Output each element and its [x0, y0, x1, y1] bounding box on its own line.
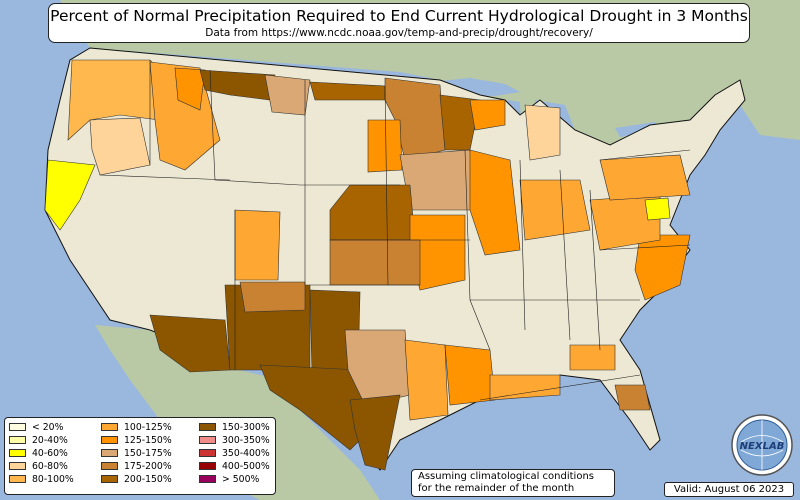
legend-item: 150-300% [199, 421, 270, 433]
region-east-texas [404, 339, 449, 421]
region-florida-north [614, 384, 651, 411]
region-oklahoma-north [329, 239, 421, 286]
map-subtitle: Data from https://www.ncdc.noaa.gov/temp… [205, 27, 593, 39]
legend-item: 40-60% [9, 447, 74, 459]
legend-swatch [9, 423, 26, 431]
legend-column-2: 100-125% 125-150% 150-175% 175-200% 200-… [101, 421, 172, 486]
legend-label: 80-100% [32, 473, 74, 485]
region-carolinas [634, 234, 691, 301]
legend-swatch [199, 475, 216, 483]
legend-swatch [101, 475, 118, 483]
legend-item: 400-500% [199, 460, 270, 472]
region-louisiana [444, 344, 496, 406]
legend-item: > 500% [199, 473, 270, 485]
legend-label: < 20% [32, 421, 64, 433]
region-pennsylvania [599, 154, 691, 201]
title-box: Percent of Normal Precipitation Required… [48, 3, 750, 43]
legend-swatch [9, 436, 26, 444]
region-california-coast [44, 159, 96, 231]
legend-item: 300-350% [199, 434, 270, 446]
region-illinois [469, 149, 521, 256]
legend-label: 150-300% [222, 421, 270, 433]
note-line-2: for the remainder of the month [418, 483, 575, 494]
legend-column-1: < 20% 20-40% 40-60% 60-80% 80-100% [9, 421, 74, 486]
legend-label: 175-200% [124, 460, 172, 472]
drought-regions [44, 59, 691, 471]
region-maryland [644, 197, 671, 221]
legend-item: 150-175% [101, 447, 172, 459]
legend-swatch [199, 423, 216, 431]
legend-item: 125-150% [101, 434, 172, 446]
legend-item: 100-125% [101, 421, 172, 433]
region-south-texas [349, 394, 401, 471]
state-boundaries [99, 60, 691, 401]
legend-item: 20-40% [9, 434, 74, 446]
legend-item: < 20% [9, 421, 74, 433]
legend-label: 125-150% [124, 434, 172, 446]
legend-label: 20-40% [32, 434, 68, 446]
legend-swatch [9, 475, 26, 483]
legend-label: 400-500% [222, 460, 270, 472]
legend-swatch [9, 449, 26, 457]
legend-swatch [101, 423, 118, 431]
legend-label: 150-175% [124, 447, 172, 459]
legend-label: 300-350% [222, 434, 270, 446]
note-line-1: Assuming climatological conditions [418, 471, 594, 482]
region-gulf-coast [489, 374, 561, 401]
legend-swatch [199, 436, 216, 444]
region-colorado-east [234, 209, 281, 281]
legend-swatch [9, 462, 26, 470]
assumption-note: Assuming climatological conditions for t… [411, 469, 615, 497]
region-montana-se [264, 74, 311, 116]
legend-item: 350-400% [199, 447, 270, 459]
map-title: Percent of Normal Precipitation Required… [50, 7, 748, 25]
legend-label: 100-125% [124, 421, 172, 433]
legend-swatch [199, 449, 216, 457]
region-georgia-south [569, 344, 616, 371]
nexlab-logo: NEXLAB [731, 414, 793, 476]
legend-item: 175-200% [101, 460, 172, 472]
legend-item: 80-100% [9, 473, 74, 485]
region-indiana-ohio [519, 179, 591, 241]
region-sd-east [367, 119, 403, 173]
region-michigan-up [469, 99, 506, 131]
legend-label: 200-150% [124, 473, 172, 485]
legend-swatch [101, 449, 118, 457]
legend-item: 200-150% [101, 473, 172, 485]
valid-date: Valid: August 06 2023 [664, 482, 794, 497]
region-oregon-inland [89, 117, 151, 176]
legend-label: 60-80% [32, 460, 68, 472]
legend-swatch [199, 462, 216, 470]
legend-column-3: 150-300% 300-350% 350-400% 400-500% > 50… [199, 421, 270, 486]
region-michigan-lower [524, 104, 561, 161]
region-montana-west [174, 67, 206, 111]
legend-label: 40-60% [32, 447, 68, 459]
region-nm-north [239, 281, 306, 313]
legend-swatch [101, 462, 118, 470]
region-montana-north [199, 69, 276, 101]
legend: < 20% 20-40% 40-60% 60-80% 80-100% 100-1… [4, 417, 276, 495]
legend-swatch [101, 436, 118, 444]
legend-label: 350-400% [222, 447, 270, 459]
legend-item: 60-80% [9, 460, 74, 472]
region-arizona [149, 314, 231, 373]
logo-text: NEXLAB [740, 441, 785, 452]
legend-label: > 500% [222, 473, 260, 485]
mexico-land [95, 325, 380, 500]
